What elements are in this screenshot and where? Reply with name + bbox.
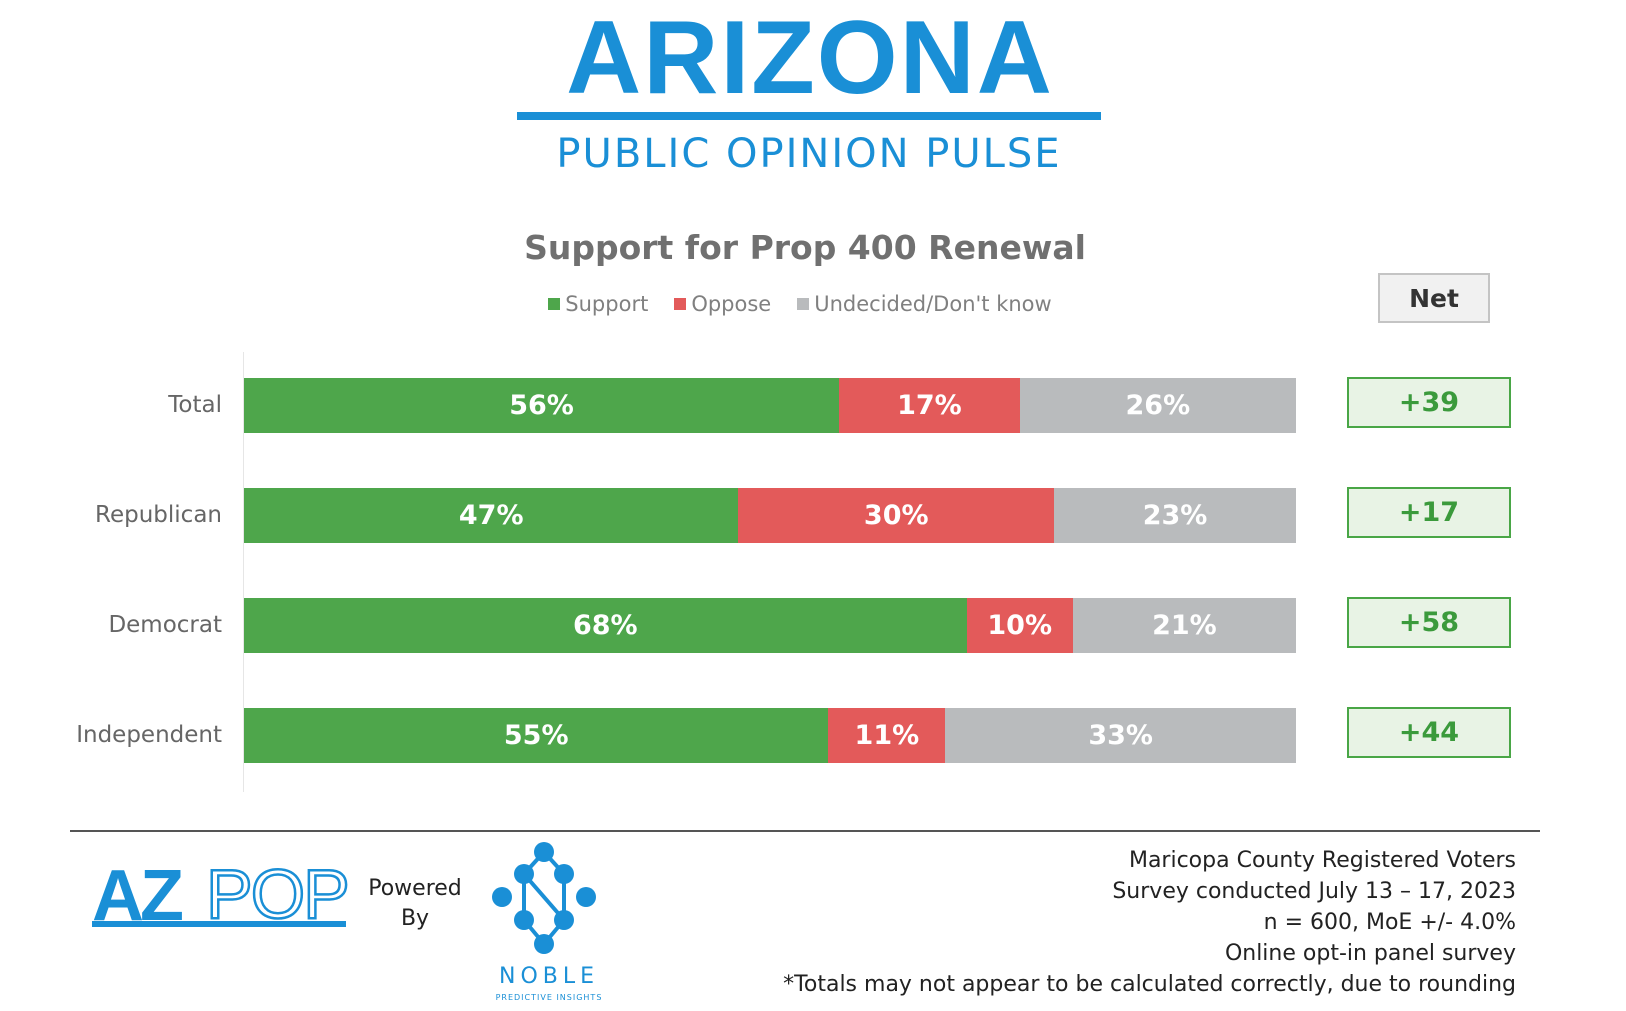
net-value: +17: [1347, 487, 1511, 538]
category-label: Total: [168, 392, 222, 418]
stacked-bar: 68% 10% 21%: [244, 598, 1296, 653]
plot-axis-line: [243, 352, 244, 792]
source-note: Maricopa County Registered Voters: [1128, 848, 1516, 873]
bar-segment-oppose: 17%: [839, 378, 1020, 433]
bar-row: Total 56% 17% 26% +39: [0, 377, 1626, 433]
bar-segment-undecided: 21%: [1072, 598, 1296, 653]
legend-label-undecided: Undecided/Don't know: [814, 292, 1052, 316]
source-note: Online opt-in panel survey: [1224, 941, 1516, 966]
net-column-header: Net: [1378, 273, 1490, 323]
stacked-bar: 55% 11% 33%: [244, 708, 1296, 763]
source-note: n = 600, MoE +/- 4.0%: [1263, 910, 1516, 935]
legend-item-support: Support: [548, 292, 648, 316]
bar-segment-undecided: 33%: [945, 708, 1296, 763]
bar-segment-support: 56%: [244, 378, 840, 433]
source-notes: Maricopa County Registered Voters Survey…: [783, 845, 1516, 1000]
legend-item-undecided: Undecided/Don't know: [797, 292, 1052, 316]
noble-name: NOBLE: [498, 964, 600, 989]
bar-segment-support: 55%: [244, 708, 829, 763]
footer-divider: [70, 830, 1540, 832]
legend-swatch-oppose: [674, 298, 687, 310]
category-label: Democrat: [108, 612, 222, 638]
category-label: Independent: [76, 722, 222, 748]
legend-label-oppose: Oppose: [691, 292, 772, 316]
legend-item-oppose: Oppose: [674, 292, 771, 316]
legend-swatch-support: [548, 298, 561, 310]
bar-segment-support: 68%: [244, 598, 967, 653]
bar-segment-oppose: 11%: [828, 708, 946, 763]
stacked-bar: 56% 17% 26%: [244, 378, 1296, 433]
bar-row: Independent 55% 11% 33% +44: [0, 707, 1626, 763]
bar-segment-oppose: 10%: [966, 598, 1073, 653]
bar-segment-undecided: 23%: [1054, 488, 1296, 543]
powered-by: Powered By: [360, 874, 470, 934]
net-value: +58: [1347, 597, 1511, 648]
brand-subtitle: PUBLIC OPINION PULSE: [556, 131, 1062, 177]
net-value: +44: [1347, 707, 1511, 758]
net-value: +39: [1347, 377, 1511, 428]
powered-by-line-1: Powered: [368, 876, 462, 901]
bar-segment-support: 47%: [244, 488, 739, 543]
noble-tagline: PREDICTIVE INSIGHTS: [495, 993, 603, 1002]
category-label: Republican: [95, 502, 222, 528]
source-note: Survey conducted July 13 – 17, 2023: [1112, 879, 1516, 904]
stacked-bar: 47% 30% 23%: [244, 488, 1296, 543]
azpop-logo-outline-text: POP: [206, 862, 348, 928]
brand-title: ARIZONA: [566, 0, 1054, 116]
legend-label-support: Support: [565, 292, 649, 316]
powered-by-line-2: By: [400, 906, 430, 931]
legend: Support Oppose Undecided/Don't know: [480, 292, 1120, 316]
legend-swatch-undecided: [797, 298, 810, 310]
azpop-logo: AZ POP: [92, 862, 351, 928]
brand-divider: [517, 112, 1101, 120]
bar-row: Democrat 68% 10% 21% +58: [0, 597, 1626, 653]
chart-title: Support for Prop 400 Renewal: [524, 228, 1086, 267]
source-note: *Totals may not appear to be calculated …: [783, 972, 1516, 997]
azpop-logo-underline: [92, 921, 346, 927]
noble-logo-icon: [492, 842, 596, 954]
bar-segment-oppose: 30%: [738, 488, 1055, 543]
bar-row: Republican 47% 30% 23% +17: [0, 487, 1626, 543]
azpop-logo-text: AZ: [92, 862, 182, 928]
bar-segment-undecided: 26%: [1019, 378, 1296, 433]
